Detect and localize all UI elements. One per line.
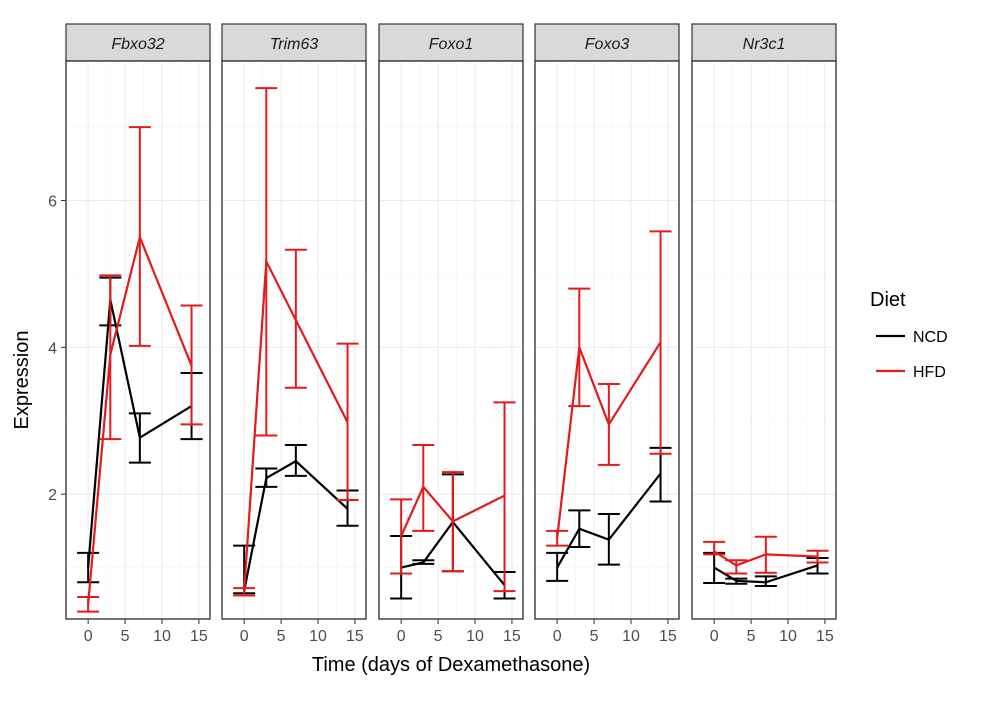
facet-strip-label: Trim63 [270,36,319,53]
legend-item-ncd: NCD [876,329,948,346]
facet-panel-border [65,60,211,620]
series-hfd [233,87,359,597]
x-tick-label: 10 [466,628,484,645]
series-line [713,550,818,567]
legend: NCD HFD [876,329,948,381]
series-line [556,341,662,539]
facet-strip [534,23,680,62]
series-line [87,233,193,605]
facet-plot-area [691,60,837,620]
y-tick-label: 6 [48,194,57,211]
series-ncd [546,446,672,582]
facet-plot-area [65,60,211,620]
x-tick-label: 5 [277,628,286,645]
legend-title: Diet [870,289,906,311]
facet-strip-label: Foxo3 [585,36,630,53]
x-tick-label: 10 [779,628,797,645]
series-line [400,520,506,586]
y-tick-label: 2 [48,487,57,504]
x-tick-label: 0 [397,628,406,645]
x-tick-label: 10 [153,628,171,645]
x-tick-label: 10 [622,628,640,645]
x-tick-label: 0 [710,628,719,645]
x-tick-label: 5 [434,628,443,645]
x-tick-label: 15 [346,628,364,645]
facet-panel-foxo1: Foxo1 0 5 10 15 [378,23,524,645]
facet-strip [378,23,524,62]
facet-panel-border [221,60,367,620]
x-tick-label: 10 [309,628,327,645]
series-line [243,257,349,592]
series-line [713,564,818,584]
x-tick-label: 0 [553,628,562,645]
x-tick-label: 15 [190,628,208,645]
y-axis: 2 4 6 [48,194,66,504]
series-ncd [233,443,359,595]
facet-panel-foxo3: Foxo3 0 5 10 15 [534,23,680,645]
series-line [87,299,193,568]
series-line [243,459,349,592]
y-axis-title: Expression [11,331,33,430]
x-tick-label: 15 [659,628,677,645]
legend-label: HFD [913,364,946,381]
series-hfd [77,126,203,613]
facet-panel-nr3c1: Nr3c1 0 5 10 15 [691,23,837,645]
facet-strip-label: Foxo1 [429,36,473,53]
x-tick-label: 0 [84,628,93,645]
facet-plot-area [221,60,367,620]
x-axis-title: Time (days of Dexamethasone) [312,654,590,676]
x-tick-label: 0 [240,628,249,645]
series-line [556,472,662,569]
legend-label: NCD [913,329,948,346]
x-tick-label: 5 [747,628,756,645]
x-tick-label: 15 [503,628,521,645]
x-tick-label: 5 [590,628,599,645]
series-hfd [390,401,516,593]
x-tick-label: 5 [121,628,130,645]
facet-panel-fbxo32: Fbxo32 0 5 10 15 [65,23,211,645]
series-hfd [546,230,672,547]
facet-strip-label: Fbxo32 [111,36,164,53]
facet-panel-trim63: Trim63 0 5 10 15 [221,23,367,645]
facet-panel-border [378,60,524,620]
y-tick-label: 4 [48,340,57,357]
facet-panel-border [691,60,837,620]
x-tick-label: 15 [816,628,834,645]
facet-strip-label: Nr3c1 [743,36,786,53]
facet-strip [65,23,211,62]
series-hfd [703,535,829,575]
facet-panel-border [534,60,680,620]
legend-item-hfd: HFD [876,364,946,381]
series-line [400,484,506,537]
facet-strip [221,23,367,62]
